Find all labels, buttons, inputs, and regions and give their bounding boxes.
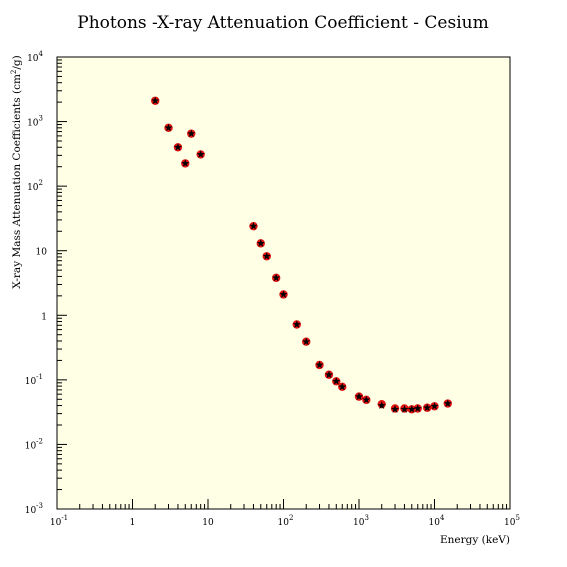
y-tick-label: 103 [27,115,43,129]
data-point-star [292,320,301,328]
data-point-star [302,337,311,346]
y-tick-label: 10 [36,248,48,258]
data-point-star [151,96,160,105]
x-tick-label: 102 [278,514,294,528]
plot-area: 10-1 1 10 102 103 104 105 10-3 10-2 10-1 1 10 102 103… [25,50,520,528]
x-tick-label: 103 [353,514,369,528]
data-point-star [173,143,182,151]
data-point-star [196,150,205,158]
data-point-star [262,252,271,260]
data-point-star [187,129,196,138]
y-tick-label: 102 [27,179,43,193]
data-point-star [249,221,258,230]
y-tick-label: 10-2 [25,437,43,451]
data-point-star [315,360,324,369]
x-tick-label: 1 [130,518,136,528]
data-point-star [407,405,416,413]
x-axis-label: Energy (keV) [440,534,510,546]
chart-title: Photons -X-ray Attenuation Coefficient -… [77,13,488,33]
data-point-star [256,239,265,247]
x-tick-label: 10-1 [50,514,68,528]
x-tick-label: 104 [429,514,445,528]
y-tick-label: 10-3 [25,502,43,516]
x-tick-label: 105 [504,514,520,528]
data-point-star [400,405,409,413]
data-point-star [413,404,422,412]
data-point-star [430,402,439,410]
data-point-star [272,273,281,282]
data-point-star [377,401,386,409]
data-point-star [362,395,371,404]
series-black-star [151,96,452,413]
data-point-star [355,392,363,401]
data-point-star [338,382,347,391]
data-point-star [443,399,452,407]
y-axis-label: X-ray Mass Attenuation Coefficients (cm2… [10,55,23,288]
data-point-star [332,377,341,385]
data-point-star [279,290,288,298]
data-point-star [391,405,400,413]
y-tick-label: 1 [41,312,47,322]
x-tick-label: 10 [202,518,214,528]
y-tick-label: 104 [27,50,43,64]
data-point-star [181,159,190,167]
data-point-star [324,370,333,379]
plot-frame [56,56,511,510]
y-tick-label: 10-1 [25,373,43,387]
data-point-star [164,123,173,132]
data-point-star [423,403,432,412]
